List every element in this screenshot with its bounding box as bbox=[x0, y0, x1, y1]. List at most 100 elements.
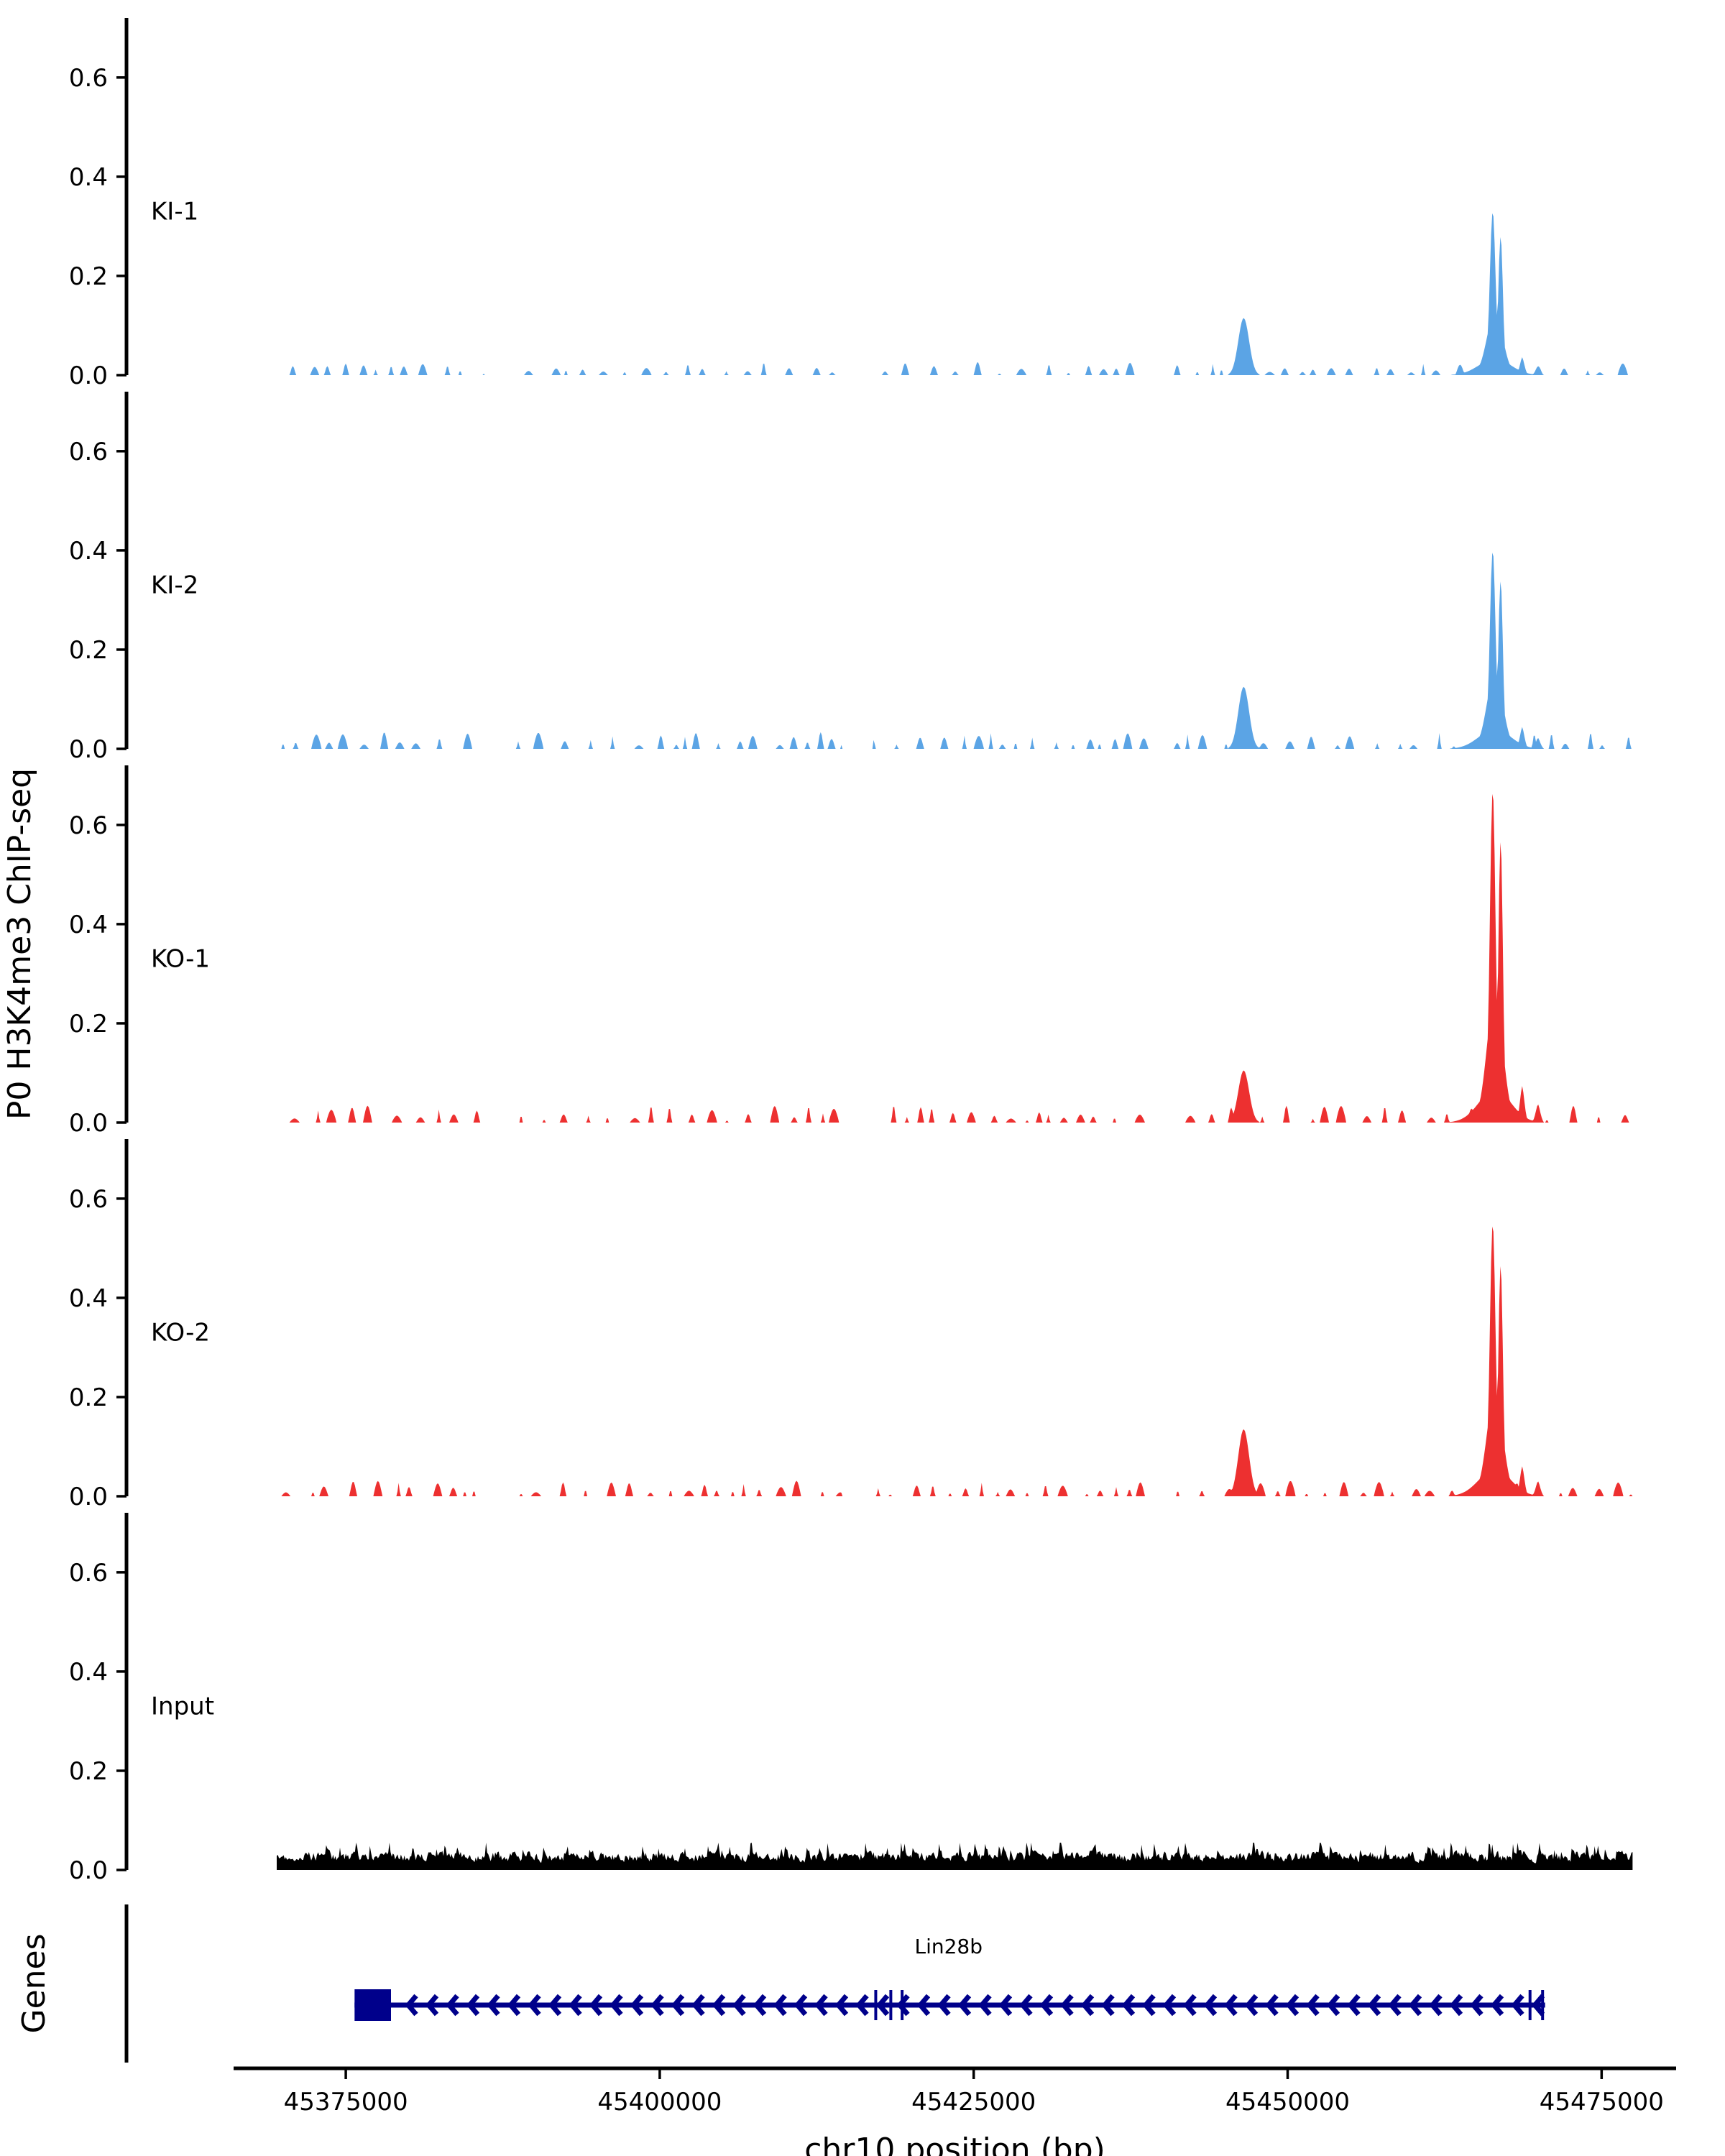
gene-strand-arrow bbox=[1306, 1994, 1320, 2017]
y-tick-label: 0.2 bbox=[69, 636, 108, 665]
gene-strand-arrow bbox=[1121, 1994, 1136, 2017]
gene-strand-arrow bbox=[1490, 1994, 1504, 2017]
gene-strand-arrow bbox=[1142, 1994, 1156, 2017]
gene-strand-arrow bbox=[548, 1994, 562, 2017]
gene-strand-arrow bbox=[1408, 1994, 1422, 2017]
gene-strand-arrow bbox=[814, 1994, 828, 2017]
gene-strand-arrow bbox=[1326, 1994, 1340, 2017]
x-tick-label: 45375000 bbox=[284, 2088, 408, 2116]
gene-strand-arrow bbox=[896, 1994, 910, 2017]
gene-strand-arrow bbox=[1470, 1994, 1484, 2017]
track-ko-1: 0.0 0.2 0.4 0.6 KO-1 bbox=[69, 765, 1633, 1138]
gene-strand-arrow bbox=[855, 1994, 869, 2017]
gene-strand-arrow bbox=[1203, 1994, 1218, 2017]
gene-strand-arrow bbox=[1019, 1994, 1033, 2017]
y-tick-label: 0.0 bbox=[69, 1109, 108, 1138]
gene-strand-arrow bbox=[957, 1994, 972, 2017]
y-tick-label: 0.2 bbox=[69, 1010, 108, 1038]
gene-strand-arrow bbox=[1388, 1994, 1402, 2017]
gene-strand-arrow bbox=[773, 1994, 787, 2017]
gene-strand-arrow bbox=[1367, 1994, 1381, 2017]
gene-strand-arrow bbox=[1224, 1994, 1238, 2017]
gene-strand-arrow bbox=[466, 1994, 480, 2017]
gene-strand-arrow bbox=[405, 1994, 418, 2017]
y-tick-label: 0.4 bbox=[69, 1284, 108, 1313]
gene-strand-arrow bbox=[507, 1994, 521, 2017]
y-tick-label: 0.2 bbox=[69, 1383, 108, 1412]
gene-strand-arrow bbox=[691, 1994, 705, 2017]
y-tick-label: 0.0 bbox=[69, 735, 108, 764]
y-tick-label: 0.6 bbox=[69, 438, 108, 466]
y-tick-label: 0.6 bbox=[69, 1185, 108, 1214]
x-axis: 45375000 45400000 45425000 45450000 45475000… bbox=[234, 2066, 1676, 2156]
x-tick-label: 45425000 bbox=[911, 2088, 1036, 2116]
y-tick-label: 0.2 bbox=[69, 262, 108, 291]
track-ko-2: 0.0 0.2 0.4 0.6 KO-2 bbox=[69, 1139, 1633, 1511]
x-axis-label: chr10 position (bp) bbox=[804, 2132, 1105, 2156]
track-label-ko-2: KO-2 bbox=[151, 1318, 210, 1347]
y-tick-label: 0.4 bbox=[69, 163, 108, 192]
gene-strand-arrow bbox=[916, 1994, 931, 2017]
gene-strand-arrow bbox=[1531, 1994, 1545, 2017]
track-ki-1: 0.0 0.2 0.4 0.6 KI-1 bbox=[69, 18, 1633, 390]
y-tick-label: 0.0 bbox=[69, 1856, 108, 1885]
gene-exon-block bbox=[354, 1989, 391, 2021]
gene-strand-arrow bbox=[487, 1994, 500, 2017]
gene-strand-arrow bbox=[1347, 1994, 1361, 2017]
y-tick-label: 0.4 bbox=[69, 537, 108, 566]
gene-strand-arrow bbox=[1511, 1994, 1524, 2017]
gene-strand-arrow bbox=[1429, 1994, 1443, 2017]
gene-strand-arrow bbox=[1162, 1994, 1177, 2017]
gene-strand-arrow bbox=[937, 1994, 951, 2017]
track-label-ki-2: KI-2 bbox=[151, 571, 198, 599]
gene-strand-arrow bbox=[1265, 1994, 1279, 2017]
y-tick-label: 0.6 bbox=[69, 811, 108, 840]
gene-strand-arrow bbox=[1244, 1994, 1259, 2017]
track-label-ki-1: KI-1 bbox=[151, 197, 198, 226]
gene-strand-arrow bbox=[610, 1994, 623, 2017]
gene-strand-arrow bbox=[569, 1994, 582, 2017]
signal-area-ki-2 bbox=[277, 553, 1633, 749]
genes-axis-label: Genes bbox=[16, 1933, 52, 2033]
gene-strand-arrow bbox=[1060, 1994, 1074, 2017]
gene-strand-arrow bbox=[712, 1994, 726, 2017]
signal-area-input bbox=[277, 1843, 1633, 1870]
gene-strand-arrow bbox=[589, 1994, 603, 2017]
gene-strand-arrow bbox=[978, 1994, 992, 2017]
track-input: 0.0 0.2 0.4 0.6 Input bbox=[69, 1513, 1633, 1885]
gene-strand-arrow bbox=[630, 1994, 644, 2017]
gene-strand-arrow bbox=[998, 1994, 1013, 2017]
gene-strand-arrow bbox=[425, 1994, 439, 2017]
gene-strand-arrow bbox=[1449, 1994, 1463, 2017]
y-axis-label: P0 H3K4me3 ChIP-seq bbox=[1, 768, 38, 1120]
gene-strand-arrow bbox=[528, 1994, 541, 2017]
x-tick-label: 45475000 bbox=[1540, 2088, 1664, 2116]
y-tick-label: 0.0 bbox=[69, 361, 108, 390]
y-tick-label: 0.4 bbox=[69, 1658, 108, 1687]
signal-area-ko-1 bbox=[277, 793, 1633, 1123]
x-tick-label: 45450000 bbox=[1225, 2088, 1350, 2116]
gene-strand-arrow bbox=[753, 1994, 767, 2017]
signal-area-ki-1 bbox=[277, 213, 1633, 375]
gene-strand-arrow bbox=[446, 1994, 459, 2017]
track-label-input: Input bbox=[151, 1692, 214, 1720]
gene-strand-arrow bbox=[1101, 1994, 1115, 2017]
y-tick-label: 0.4 bbox=[69, 911, 108, 939]
gene-strand-arrow bbox=[1183, 1994, 1197, 2017]
gene-track-panel: Genes Lin28b bbox=[16, 1904, 1545, 2063]
track-label-ko-1: KO-1 bbox=[151, 944, 210, 973]
gene-strand-arrow bbox=[794, 1994, 808, 2017]
y-tick-label: 0.0 bbox=[69, 1483, 108, 1511]
y-tick-label: 0.6 bbox=[69, 64, 108, 93]
y-tick-label: 0.2 bbox=[69, 1757, 108, 1786]
gene-strand-arrow bbox=[1285, 1994, 1300, 2017]
y-tick-label: 0.6 bbox=[69, 1559, 108, 1588]
x-tick-label: 45400000 bbox=[597, 2088, 722, 2116]
gene-strand-arrow bbox=[834, 1994, 849, 2017]
gene-name-label: Lin28b bbox=[914, 1935, 983, 1958]
gene-strand-arrow bbox=[875, 1994, 890, 2017]
gene-strand-arrow bbox=[650, 1994, 664, 2017]
gene-strand-arrow bbox=[1080, 1994, 1095, 2017]
